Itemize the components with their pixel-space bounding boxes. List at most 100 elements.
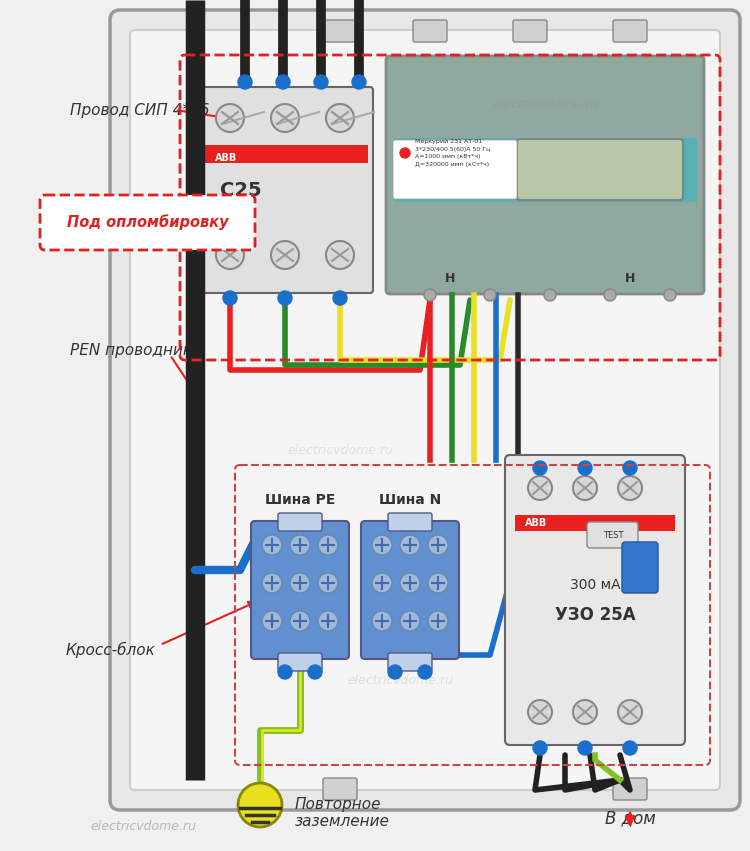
Circle shape [318,535,338,555]
Text: В дом: В дом [604,809,656,827]
FancyBboxPatch shape [323,20,357,42]
Text: ABB: ABB [215,153,237,163]
Circle shape [290,573,310,593]
Circle shape [290,611,310,631]
Circle shape [262,573,282,593]
Circle shape [533,461,547,475]
FancyBboxPatch shape [393,138,697,202]
Text: C25: C25 [220,180,262,199]
Circle shape [618,700,642,724]
Circle shape [278,665,292,679]
Circle shape [372,535,392,555]
FancyBboxPatch shape [613,778,647,800]
FancyBboxPatch shape [278,653,322,671]
Text: Повторное
заземление: Повторное заземление [295,797,390,829]
FancyBboxPatch shape [513,20,547,42]
Circle shape [314,75,328,89]
FancyBboxPatch shape [517,139,683,200]
Circle shape [318,573,338,593]
Circle shape [216,241,244,269]
Text: Шина N: Шина N [379,493,441,507]
Text: 300 мА: 300 мА [570,578,620,592]
Circle shape [352,75,366,89]
Text: Меркурий 231 АТ-01
3*230/400 5(60)А 50 Гц
А=1000 имп (кВт*ч)
Д=320000 имп (кСт*ч: Меркурий 231 АТ-01 3*230/400 5(60)А 50 Г… [415,140,491,167]
Circle shape [333,291,347,305]
FancyBboxPatch shape [361,521,459,659]
Circle shape [618,476,642,500]
Text: MERCURY 231: MERCURY 231 [405,148,555,166]
FancyBboxPatch shape [386,56,704,294]
FancyBboxPatch shape [278,513,322,531]
Circle shape [308,665,322,679]
Circle shape [318,611,338,631]
Circle shape [623,741,637,755]
FancyBboxPatch shape [413,20,447,42]
Circle shape [223,291,237,305]
Circle shape [578,461,592,475]
Circle shape [271,241,299,269]
Circle shape [278,291,292,305]
Text: electricvdome.ru: electricvdome.ru [492,99,598,111]
Bar [202,145,368,163]
FancyBboxPatch shape [393,140,517,199]
FancyBboxPatch shape [388,653,432,671]
Circle shape [428,535,448,555]
FancyBboxPatch shape [613,20,647,42]
Text: PEN проводник: PEN проводник [70,342,192,357]
Text: electricvdome.ru: electricvdome.ru [347,673,453,687]
Circle shape [400,148,410,158]
Circle shape [573,700,597,724]
FancyBboxPatch shape [587,522,638,548]
Text: Шина РЕ: Шина РЕ [265,493,335,507]
Text: ABB: ABB [525,518,548,528]
Circle shape [604,289,616,301]
Text: Под опломбировку: Под опломбировку [68,214,229,230]
Circle shape [664,289,676,301]
Circle shape [400,573,420,593]
Text: electricvdome.ru: electricvdome.ru [287,443,393,456]
Circle shape [400,535,420,555]
Circle shape [428,611,448,631]
Circle shape [290,535,310,555]
Circle shape [216,104,244,132]
FancyBboxPatch shape [197,87,373,293]
Circle shape [262,535,282,555]
Circle shape [388,665,402,679]
Circle shape [418,665,432,679]
Text: TEST: TEST [603,530,623,540]
Circle shape [484,289,496,301]
Text: electricvdome.ru: electricvdome.ru [90,820,196,832]
Circle shape [544,289,556,301]
Circle shape [533,741,547,755]
Text: УЗО 25А: УЗО 25А [555,606,635,624]
Circle shape [326,241,354,269]
Circle shape [271,104,299,132]
Text: Кросс-блок: Кросс-блок [65,642,155,658]
Circle shape [238,75,252,89]
Bar [515,515,675,531]
Text: Провод СИП 4*16: Провод СИП 4*16 [70,102,209,117]
FancyBboxPatch shape [110,10,740,810]
Circle shape [573,476,597,500]
FancyBboxPatch shape [40,195,255,250]
Circle shape [262,611,282,631]
Circle shape [372,573,392,593]
Circle shape [528,476,552,500]
Text: H: H [445,271,455,284]
FancyBboxPatch shape [323,778,357,800]
Circle shape [528,700,552,724]
Circle shape [623,461,637,475]
Text: H: H [625,271,635,284]
FancyBboxPatch shape [130,30,720,790]
FancyBboxPatch shape [251,521,349,659]
Circle shape [276,75,290,89]
Circle shape [578,741,592,755]
Circle shape [326,104,354,132]
Circle shape [424,289,436,301]
FancyBboxPatch shape [388,513,432,531]
Circle shape [372,611,392,631]
FancyBboxPatch shape [505,455,685,745]
Circle shape [428,573,448,593]
Circle shape [238,783,282,827]
FancyBboxPatch shape [622,542,658,593]
